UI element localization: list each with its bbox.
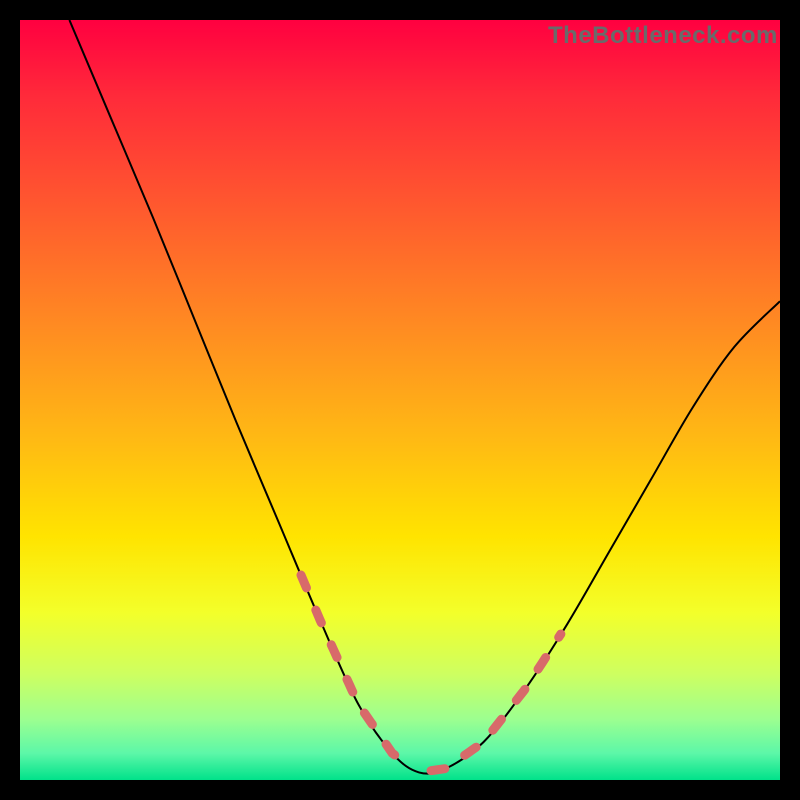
chart-canvas xyxy=(20,20,780,780)
chart-frame xyxy=(20,20,780,780)
gradient-background xyxy=(20,20,780,780)
watermark-text: TheBottleneck.com xyxy=(548,22,778,50)
